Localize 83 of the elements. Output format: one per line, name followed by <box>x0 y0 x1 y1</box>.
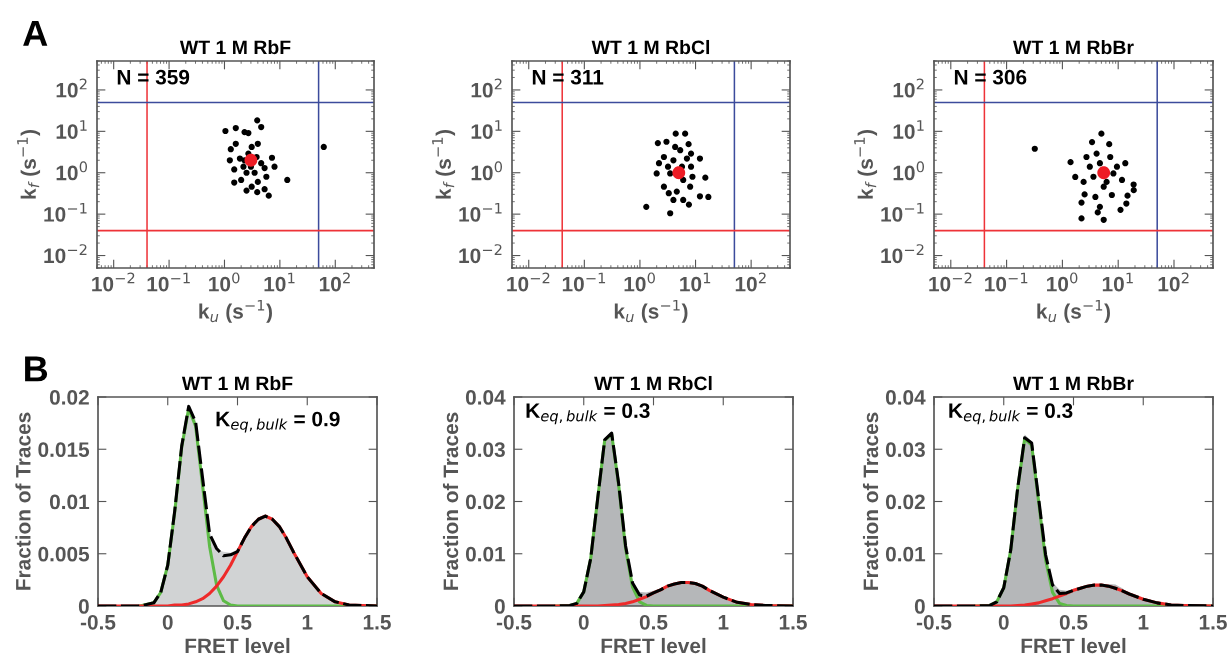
x-tick-label: 10$^{2}$ <box>319 272 350 292</box>
y-tick-label: 0.03 <box>885 442 925 458</box>
chart-title: WT 1 M RbBr <box>1013 39 1134 55</box>
chart-title: WT 1 M RbBr <box>1013 375 1134 391</box>
y-tick-label: 0.02 <box>49 390 89 405</box>
y-tick-label: 0.01 <box>465 546 506 562</box>
y-axis-title: Fraction of Traces <box>442 412 459 590</box>
x-tick-label: 10$^{0}$ <box>209 272 240 292</box>
x-tick-label: 10$^{1}$ <box>1102 272 1133 292</box>
x-axis-title: FRET level <box>601 637 706 654</box>
x-tick-label: 0.5 <box>1059 614 1088 630</box>
chart-title: WT 1 M RbCl <box>594 375 712 391</box>
x-tick-label: 0.5 <box>223 614 252 630</box>
y-tick-label: 0.03 <box>465 442 505 458</box>
y-tick-label: 0.04 <box>885 390 926 405</box>
x-tick-label: 1.5 <box>779 615 807 630</box>
x-tick-label: 1.5 <box>363 615 391 630</box>
y-tick-label: 10$^{−1}$ <box>459 202 502 222</box>
y-axis-title: Fraction of Traces <box>862 412 879 590</box>
x-tick-label: 10$^{0}$ <box>624 272 655 292</box>
y-tick-label: 10$^{−1}$ <box>44 202 87 222</box>
y-axis-title: k$_{f}$ (s$^{−1}$) <box>854 130 878 199</box>
x-tick-label: 10$^{2}$ <box>1158 272 1189 292</box>
x-axis-title: k$_{u}$ (s$^{−1}$) <box>614 299 688 323</box>
x-axis-title: FRET level <box>185 637 290 654</box>
chart-title: WT 1 M RbCl <box>591 39 710 55</box>
y-tick-label: 0 <box>914 599 925 614</box>
y-tick-label: 0.015 <box>38 442 90 457</box>
y-tick-label: 10$^{1}$ <box>56 120 87 139</box>
x-tick-label: 0 <box>162 614 173 630</box>
x-tick-label: 0.5 <box>639 614 668 630</box>
annotation: K$_{eq,bulk}$ = 0.3 <box>949 403 1073 425</box>
y-tick-label: 0.005 <box>38 546 90 562</box>
y-tick-label: 0 <box>78 599 89 614</box>
y-tick-label: 10$^{−2}$ <box>459 244 502 264</box>
text: A <box>23 20 48 46</box>
annotation: K$_{eq,bulk}$ = 0.3 <box>526 403 650 425</box>
y-tick-label: 10$^{0}$ <box>893 161 925 181</box>
y-tick-label: 10$^{−2}$ <box>44 244 87 264</box>
x-tick-label: 10$^{1}$ <box>264 272 295 292</box>
x-axis-title: FRET level <box>1021 637 1126 654</box>
y-tick-label: 0.04 <box>465 390 506 405</box>
x-tick-label: 10$^{−1}$ <box>147 272 190 292</box>
y-tick-label: 10$^{2}$ <box>56 78 87 98</box>
x-tick-label: -0.5 <box>496 614 532 630</box>
x-tick-label: 10$^{−2}$ <box>92 272 135 292</box>
y-axis-title: Fraction of Traces <box>15 412 31 590</box>
chart-title: WT 1 M RbF <box>179 39 291 55</box>
x-tick-label: 10$^{2}$ <box>735 272 766 292</box>
x-tick-label: 1 <box>718 615 729 630</box>
y-tick-label: 10$^{−2}$ <box>881 244 924 264</box>
y-tick-label: 0.02 <box>465 494 505 510</box>
text: B <box>25 356 48 382</box>
chart-title: WT 1 M RbF <box>181 375 293 391</box>
annotation: K$_{eq,bulk}$ = 0.9 <box>216 411 340 433</box>
y-tick-label: 0 <box>494 599 505 614</box>
y-tick-label: 0.02 <box>885 494 925 510</box>
x-tick-label: -0.5 <box>916 614 952 630</box>
y-tick-label: 10$^{−1}$ <box>881 202 924 222</box>
x-tick-label: 1.5 <box>1199 615 1227 630</box>
x-tick-label: 10$^{0}$ <box>1047 272 1078 292</box>
x-tick-label: 0 <box>578 614 589 630</box>
x-tick-label: 10$^{−2}$ <box>929 272 972 292</box>
x-tick-label: 1 <box>302 615 313 630</box>
y-axis-title: k$_{f}$ (s$^{−1}$) <box>17 130 41 199</box>
x-tick-label: 10$^{−1}$ <box>562 272 606 292</box>
y-tick-label: 0.01 <box>885 546 926 562</box>
x-tick-label: 10$^{−2}$ <box>507 272 550 292</box>
y-tick-label: 10$^{0}$ <box>56 161 88 181</box>
x-axis-title: k$_{u}$ (s$^{−1}$) <box>1037 299 1110 323</box>
y-tick-label: 10$^{0}$ <box>471 161 503 181</box>
y-tick-label: 0.01 <box>49 494 90 510</box>
y-tick-label: 10$^{2}$ <box>471 78 502 98</box>
x-tick-label: 10$^{1}$ <box>680 272 711 292</box>
y-tick-label: 10$^{2}$ <box>893 78 924 98</box>
y-tick-label: 10$^{1}$ <box>471 120 502 139</box>
x-tick-label: -0.5 <box>80 614 116 630</box>
y-tick-label: 10$^{1}$ <box>893 120 924 139</box>
x-tick-label: 10$^{−1}$ <box>985 272 1028 292</box>
x-axis-title: k$_{u}$ (s$^{−1}$) <box>199 299 272 323</box>
y-axis-title: k$_{f}$ (s$^{−1}$) <box>432 130 456 199</box>
x-tick-label: 1 <box>1138 615 1149 630</box>
x-tick-label: 0 <box>998 614 1009 630</box>
